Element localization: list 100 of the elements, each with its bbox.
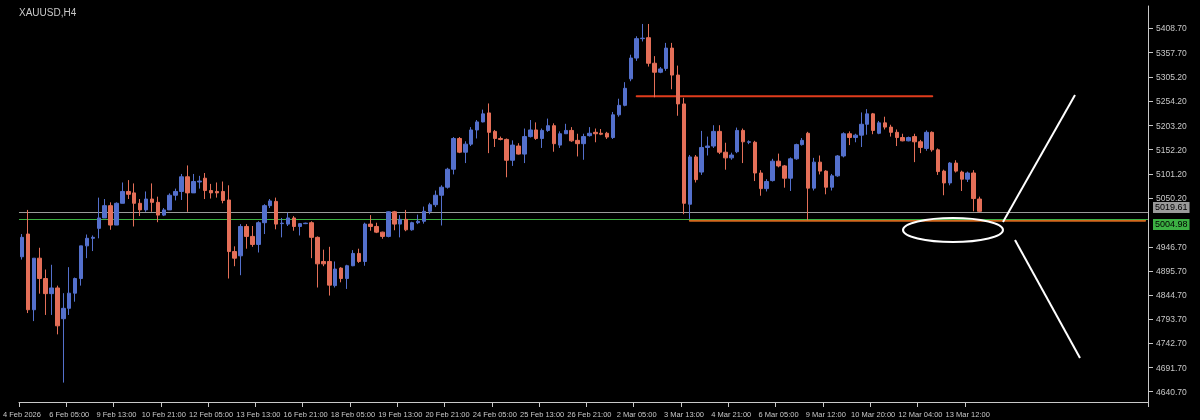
- candlestick: [770, 158, 775, 183]
- candlestick: [764, 178, 769, 192]
- ref-line-label: 5004.98: [1155, 219, 1188, 230]
- candlestick: [558, 130, 562, 149]
- candlestick: [682, 97, 686, 215]
- candlestick: [611, 111, 615, 140]
- candlestick: [280, 217, 284, 238]
- candlestick: [156, 196, 160, 223]
- candlestick: [481, 109, 485, 123]
- candlestick: [735, 127, 739, 154]
- candlestick: [906, 136, 911, 142]
- candlestick: [457, 136, 462, 154]
- candlestick: [351, 249, 355, 267]
- y-tick-label: 4691.70: [1156, 362, 1187, 373]
- candlestick: [333, 260, 337, 289]
- candlestick: [398, 214, 402, 238]
- candlestick: [824, 169, 828, 195]
- ref-line-label: 5019.61: [1155, 202, 1188, 213]
- candlestick: [942, 169, 946, 196]
- candlestick: [20, 233, 24, 261]
- candlestick: [49, 264, 54, 316]
- candlestick: [286, 212, 290, 227]
- candlestick: [546, 118, 550, 133]
- candlestick: [605, 131, 609, 140]
- candlestick: [85, 234, 89, 259]
- candlestick: [475, 119, 479, 139]
- candlestick: [960, 170, 964, 192]
- candlestick: [32, 257, 36, 322]
- candlestick: [238, 223, 243, 276]
- candlestick: [617, 98, 621, 118]
- candlestick: [812, 157, 816, 192]
- y-tick-label: 5408.70: [1156, 23, 1187, 34]
- chart-title: XAUUSD,H4: [19, 6, 77, 18]
- candlestick: [818, 155, 822, 175]
- y-tick-label: 4640.70: [1156, 386, 1187, 397]
- candlestick: [540, 128, 544, 149]
- candlestick: [587, 126, 592, 138]
- candlestick: [948, 161, 952, 186]
- y-tick-label: 5101.20: [1156, 168, 1187, 179]
- y-tick-label: 4946.70: [1156, 241, 1187, 252]
- y-tick-label: 4793.70: [1156, 314, 1187, 325]
- candlestick: [150, 182, 154, 213]
- candlestick: [883, 116, 887, 130]
- candlestick: [386, 210, 391, 238]
- candlestick: [185, 164, 190, 213]
- candlestick: [534, 121, 538, 141]
- candlestick: [357, 248, 361, 264]
- candlestick: [203, 172, 207, 200]
- y-tick-label: 4844.70: [1156, 290, 1187, 301]
- y-tick-label: 4742.70: [1156, 338, 1187, 349]
- y-tick-label: 5050.20: [1156, 192, 1187, 203]
- candlestick: [676, 65, 680, 117]
- candlestick: [552, 122, 556, 153]
- candlestick: [339, 266, 343, 283]
- candlestick: [345, 264, 349, 290]
- candlestick: [564, 123, 568, 135]
- candlestick: [965, 171, 970, 183]
- candlestick: [516, 142, 521, 156]
- candlestick: [670, 42, 674, 90]
- candlestick: [688, 154, 692, 220]
- candlestick: [79, 245, 83, 287]
- candlestick: [55, 285, 60, 335]
- candlestick: [487, 102, 491, 154]
- y-tick-label: 5152.20: [1156, 144, 1187, 155]
- candlestick: [847, 130, 852, 146]
- candlestick: [889, 124, 893, 138]
- candlestick: [806, 131, 810, 221]
- candlestick: [729, 152, 734, 161]
- candlestick: [410, 221, 414, 232]
- candlestick: [623, 81, 627, 107]
- candlestick: [747, 139, 751, 145]
- candlestick: [144, 190, 148, 213]
- y-tick-label: 5203.20: [1156, 120, 1187, 131]
- candlestick: [392, 210, 397, 231]
- candlestick: [510, 139, 515, 167]
- y-tick-label: 5254.20: [1156, 96, 1187, 107]
- candlestick: [26, 209, 30, 314]
- candlestick: [292, 215, 296, 232]
- candlestick: [759, 169, 763, 197]
- candlestick: [930, 130, 934, 153]
- candlestick: [871, 112, 875, 135]
- candlestick: [936, 147, 940, 176]
- candlestick: [581, 133, 586, 161]
- candlestick: [108, 201, 113, 231]
- y-tick-label: 4895.70: [1156, 266, 1187, 277]
- candlestick: [274, 197, 278, 230]
- candlestick: [877, 120, 881, 135]
- candlestick: [73, 277, 77, 303]
- candlestick: [924, 129, 929, 152]
- candlestick: [954, 159, 958, 174]
- candlestick: [416, 214, 420, 225]
- candlestick: [209, 183, 213, 200]
- y-tick-label: 5305.20: [1156, 72, 1187, 83]
- candlestick: [741, 128, 745, 164]
- candlestick: [363, 222, 367, 267]
- candlestick: [221, 181, 225, 204]
- y-tick-label: 5357.70: [1156, 47, 1187, 58]
- candlestick: [91, 234, 95, 252]
- candlestick: [138, 198, 142, 217]
- candlestick: [404, 209, 408, 232]
